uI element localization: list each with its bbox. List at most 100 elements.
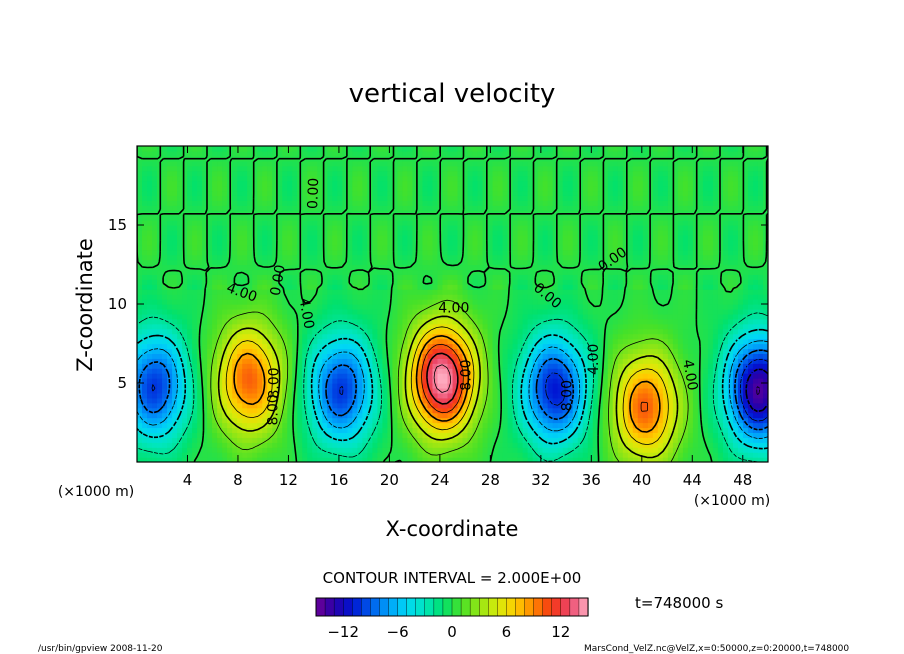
- field-cell: [507, 452, 514, 458]
- field-cell: [167, 422, 173, 429]
- field-cell: [642, 422, 649, 429]
- field-cell: [207, 417, 213, 424]
- field-cell: [482, 353, 489, 359]
- field-cell: [312, 348, 318, 354]
- field-cell: [762, 353, 768, 359]
- field-cell: [162, 452, 168, 458]
- field-cell: [732, 338, 739, 345]
- field-cell: [702, 299, 709, 305]
- field-cell: [547, 328, 554, 335]
- field-cell: [367, 348, 373, 354]
- field-cell: [267, 378, 273, 384]
- field-cell: [542, 427, 549, 433]
- field-cell: [192, 338, 198, 345]
- field-cell: [337, 274, 343, 280]
- field-cell: [172, 392, 178, 399]
- field-cell: [192, 383, 198, 389]
- field-cell: [567, 383, 574, 389]
- field-cell: [227, 353, 233, 359]
- field-cell: [712, 378, 719, 384]
- field-cell: [277, 353, 283, 359]
- field-cell: [187, 299, 193, 305]
- field-cell: [512, 368, 519, 374]
- field-cell: [362, 378, 368, 384]
- field-cell: [232, 294, 238, 300]
- field-cell: [222, 417, 228, 424]
- field-cell: [397, 343, 404, 350]
- field-cell: [172, 427, 178, 433]
- field-cell: [142, 318, 148, 325]
- field-cell: [732, 313, 739, 320]
- field-cell: [647, 294, 654, 300]
- field-cell: [622, 407, 629, 414]
- field-cell: [537, 313, 544, 320]
- field-cell: [252, 378, 258, 384]
- field-cell: [377, 422, 383, 429]
- field-cell: [497, 289, 504, 295]
- field-cell: [337, 304, 343, 310]
- field-cell: [422, 383, 429, 389]
- field-cell: [167, 392, 173, 399]
- field-cell: [292, 358, 298, 364]
- field-cell: [707, 397, 714, 404]
- field-cell: [452, 417, 459, 424]
- field-cell: [262, 457, 268, 462]
- field-cell: [712, 304, 719, 310]
- field-cell: [482, 373, 489, 379]
- field-cell: [262, 328, 268, 335]
- field-cell: [207, 383, 213, 389]
- field-cell: [252, 387, 258, 394]
- field-cell: [262, 284, 268, 290]
- field-cell: [672, 279, 679, 285]
- field-cell: [567, 353, 574, 359]
- field-cell: [732, 289, 739, 295]
- field-cell: [162, 378, 168, 384]
- field-cell: [602, 269, 609, 275]
- field-cell: [357, 373, 363, 379]
- field-cell: [722, 378, 729, 384]
- field-cell: [517, 427, 524, 433]
- field-cell: [487, 294, 494, 300]
- field-cell: [377, 373, 383, 379]
- plot-area: 0.000.004.004.008.008.004.008.000.000.00…: [136, 145, 769, 463]
- field-cell: [722, 323, 729, 330]
- field-cell: [437, 264, 444, 271]
- field-cell: [327, 412, 333, 419]
- field-cell: [542, 457, 549, 462]
- field-cell: [662, 328, 669, 335]
- field-cell: [502, 383, 509, 389]
- field-cell: [462, 333, 469, 340]
- field-cell: [347, 457, 353, 462]
- field-cell: [447, 323, 454, 330]
- field-cell: [492, 308, 499, 315]
- field-cell: [512, 284, 519, 290]
- field-cell: [577, 397, 584, 404]
- field-cell: [347, 442, 353, 448]
- field-cell: [182, 358, 188, 364]
- field-cell: [212, 368, 218, 374]
- field-cell: [467, 269, 474, 275]
- field-cell: [562, 397, 569, 404]
- field-cell: [152, 387, 158, 394]
- field-cell: [607, 407, 614, 414]
- field-cell: [532, 368, 539, 374]
- field-cell: [642, 432, 649, 438]
- field-cell: [432, 432, 439, 438]
- field-cell: [657, 368, 664, 374]
- field-cell: [517, 363, 524, 369]
- field-cell: [177, 299, 183, 305]
- field-cell: [602, 308, 609, 315]
- field-cell: [192, 313, 198, 320]
- field-cell: [377, 279, 383, 285]
- field-cell: [317, 378, 323, 384]
- field-cell: [427, 338, 434, 345]
- field-cell: [187, 392, 193, 399]
- field-cell: [692, 338, 699, 345]
- field-cell: [197, 437, 203, 443]
- field-cell: [282, 383, 288, 389]
- field-cell: [472, 457, 479, 462]
- field-cell: [457, 427, 464, 433]
- field-cell: [262, 304, 268, 310]
- field-cell: [347, 269, 353, 275]
- field-cell: [177, 427, 183, 433]
